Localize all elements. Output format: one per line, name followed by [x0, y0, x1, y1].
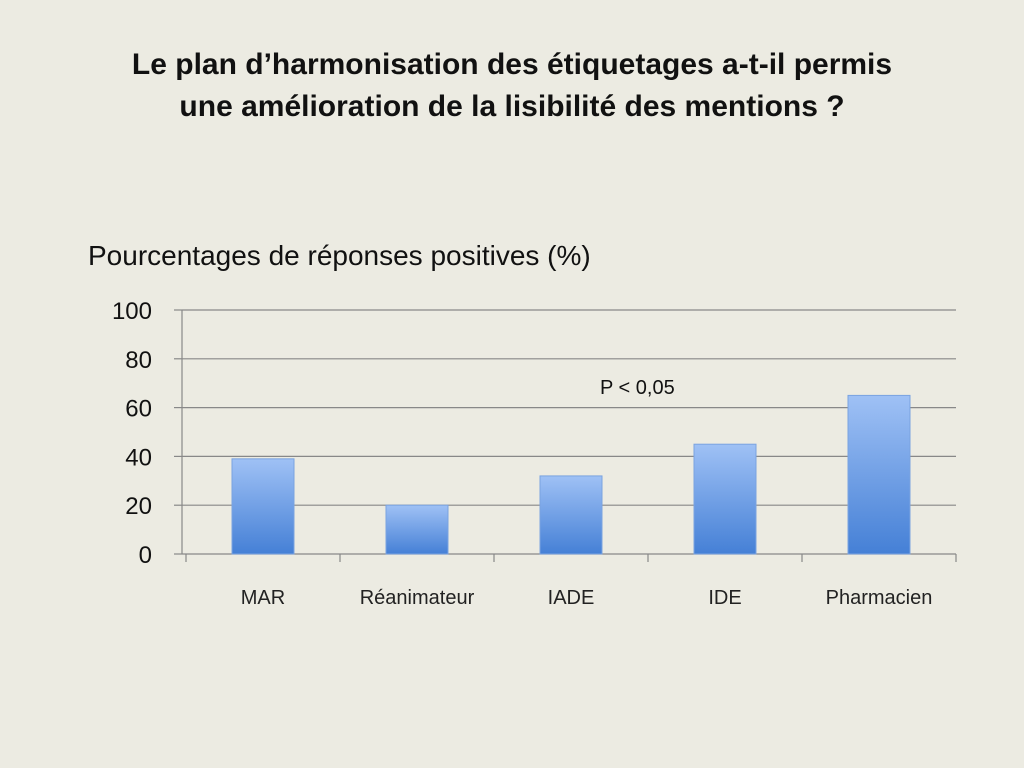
- y-tick-label: 80: [125, 347, 152, 374]
- slide-title-line-1: Le plan d’harmonisation des étiquetages …: [131, 48, 893, 81]
- x-tick-label: Pharmacien: [826, 587, 933, 609]
- x-tick-label: MAR: [241, 587, 285, 609]
- y-tick-label: 20: [125, 493, 152, 520]
- slide-title-line-2: une amélioration de la lisibilité des me…: [179, 90, 845, 123]
- bar-mar: [231, 458, 295, 555]
- tick-labels: 0 20 40 60 80 100 MAR Réanimateur IADE IDE Pharmac…: [112, 298, 932, 609]
- chart-title: Pourcentages de réponses positives (%): [88, 240, 591, 271]
- x-tick-label: IADE: [548, 587, 595, 609]
- gridlines: [182, 309, 956, 555]
- y-tick-label: 100: [112, 298, 152, 325]
- axes: [174, 309, 957, 562]
- bar-pharmacien: [847, 394, 911, 555]
- y-tick-label: 0: [139, 542, 152, 569]
- bars: [231, 394, 911, 555]
- x-tick-label: Réanimateur: [360, 587, 475, 609]
- bar-r-animateur: [385, 504, 449, 555]
- y-tick-label: 40: [125, 444, 152, 471]
- slide-title: Le plan d’harmonisation des étiquetages …: [60, 44, 964, 128]
- y-tick-label: 60: [125, 396, 152, 423]
- bar-ide: [693, 443, 757, 555]
- significance-annotation: P < 0,05: [600, 377, 675, 399]
- bar-iade: [539, 475, 603, 555]
- x-tick-label: IDE: [708, 587, 741, 609]
